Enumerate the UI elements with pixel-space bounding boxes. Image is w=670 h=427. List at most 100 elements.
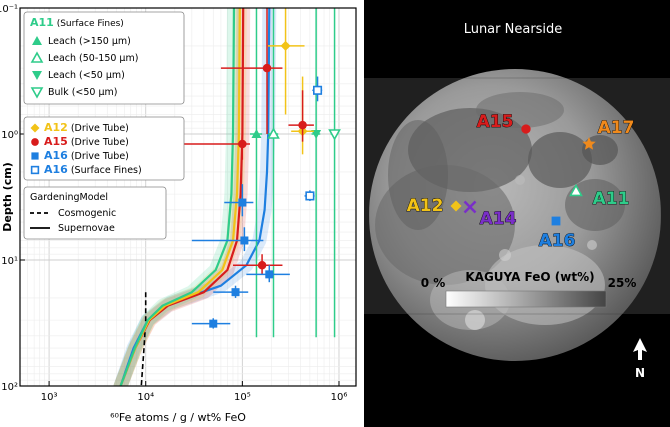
site-label: A11: [593, 189, 630, 209]
legend-marker: [30, 87, 44, 99]
legend-box: [23, 116, 185, 181]
colorbar-min-label: 0 %: [421, 276, 446, 290]
legend-box: [23, 11, 185, 105]
legend-marker: [30, 51, 44, 63]
data-point: [191, 227, 264, 252]
y-tick-label: 10⁻¹: [0, 4, 18, 15]
feo-colorbar: KAGUYA FeO (wt%) 0 % 25%: [421, 270, 637, 308]
point-marker: [231, 288, 240, 297]
legend-item-label: Leach (>150 μm): [48, 36, 131, 47]
x-axis-label: ⁶⁰Fe atoms / g / wt% FeO: [110, 411, 246, 424]
legend-item-label: Bulk (<50 μm): [48, 87, 117, 98]
x-tick-label: 10⁴: [137, 392, 154, 403]
legend-item-label: A12 (Drive Tube): [44, 121, 129, 134]
data-point: [312, 76, 323, 102]
legend-marker: [32, 36, 42, 45]
site-a16: A16: [538, 216, 576, 251]
point-marker: [328, 129, 341, 141]
site-a11: A11: [569, 183, 630, 209]
site-marker: [450, 200, 462, 212]
site-label: A12: [407, 196, 444, 216]
colorbar-gradient: [445, 290, 607, 308]
cosmogenic-model-line: [140, 292, 147, 386]
point-marker: [312, 85, 323, 95]
y-tick-label: 10⁰: [1, 130, 18, 141]
data-point: [232, 254, 283, 275]
legend-item-label: Supernovae: [58, 223, 115, 234]
lunar-map-panel: Lunar Nearside A15 A17 A11 A12 A14 A16 KAGUYA…: [364, 0, 670, 427]
data-point: [267, 8, 305, 115]
point-marker: [305, 191, 315, 201]
legend-marker: [32, 71, 42, 80]
site-marker: [582, 137, 596, 150]
point-marker: [311, 130, 322, 139]
point-marker: [240, 236, 249, 245]
plot-frame: [19, 7, 357, 387]
legend-marker: [30, 123, 40, 133]
mare-regions: [369, 77, 661, 330]
site-label: A17: [598, 118, 635, 138]
site-label: A14: [480, 209, 517, 229]
legend-group-title: GardeningModel: [30, 192, 108, 203]
data-point: [288, 90, 314, 142]
data-point: [267, 8, 280, 338]
map-title: Lunar Nearside: [464, 22, 563, 37]
data-point: [213, 285, 249, 298]
legend-marker: [31, 138, 39, 146]
site-marker: [569, 183, 583, 197]
data-point: [304, 190, 315, 201]
site-marker: [463, 200, 477, 214]
legend-group-title: A11 (Surface Fines): [30, 16, 124, 29]
point-marker: [298, 120, 307, 130]
legend-item-label: Cosmogenic: [58, 208, 116, 219]
site-a12: A12: [406, 196, 462, 216]
data-point: [191, 318, 231, 329]
data-point: [328, 8, 341, 338]
model-lines: [119, 8, 271, 386]
site-label: A15: [477, 112, 514, 132]
y-tick-label: 10¹: [1, 256, 18, 267]
data-points: [49, 8, 341, 338]
site-a17: A17: [582, 118, 635, 150]
site-marker: [521, 124, 531, 134]
axis-ticks: 10³ 10⁴ 10⁵ 10⁶ 10⁻¹ 10⁰ 10¹ 10²: [0, 4, 347, 403]
legend-item-label: A15 (Drive Tube): [44, 135, 129, 148]
north-label: N: [635, 366, 645, 380]
colorbar-label: KAGUYA FeO (wt%): [465, 270, 594, 284]
y-axis-label: Depth (cm): [1, 162, 14, 231]
legend-item-label: Leach (<50 μm): [48, 70, 125, 81]
north-arrow: N: [633, 338, 647, 380]
landing-sites: A15 A17 A11 A12 A14 A16: [406, 112, 635, 252]
legend-box: [23, 186, 167, 240]
data-point: [224, 184, 254, 217]
data-point: [311, 8, 322, 338]
site-a14: A14: [463, 200, 517, 229]
depth-profile-chart: 10³ 10⁴ 10⁵ 10⁶ 10⁻¹ 10⁰ 10¹ 10² ⁶⁰Fe atoms / g…: [0, 4, 357, 424]
legend-item-label: Leach (50-150 μm): [48, 53, 138, 64]
legend-item-label: A16 (Drive Tube): [44, 149, 129, 162]
colorbar-max-label: 25%: [608, 276, 637, 290]
point-marker: [280, 40, 291, 51]
y-tick-label: 10²: [1, 382, 18, 393]
point-marker: [265, 270, 274, 279]
site-label: A16: [539, 231, 576, 251]
x-tick-label: 10⁶: [331, 392, 348, 403]
x-tick-label: 10³: [41, 392, 58, 403]
north-arrow-icon: [633, 338, 647, 360]
chart-legend: A11 (Surface Fines) Leach (>150 μm) Leach …: [23, 11, 185, 240]
point-marker: [262, 63, 272, 73]
legend-item-label: A16 (Surface Fines): [44, 163, 142, 176]
site-marker-stroke: [463, 200, 477, 214]
data-point: [250, 8, 263, 338]
data-point: [220, 8, 283, 134]
data-point: [246, 265, 290, 283]
point-marker: [209, 319, 218, 328]
legend-marker: [31, 152, 39, 160]
point-marker: [257, 260, 267, 270]
site-marker: [551, 216, 561, 226]
site-a15: A15: [476, 112, 531, 134]
point-marker: [238, 198, 247, 207]
point-marker: [251, 129, 262, 138]
supernova-model-line: [119, 8, 236, 386]
point-marker: [267, 127, 280, 139]
